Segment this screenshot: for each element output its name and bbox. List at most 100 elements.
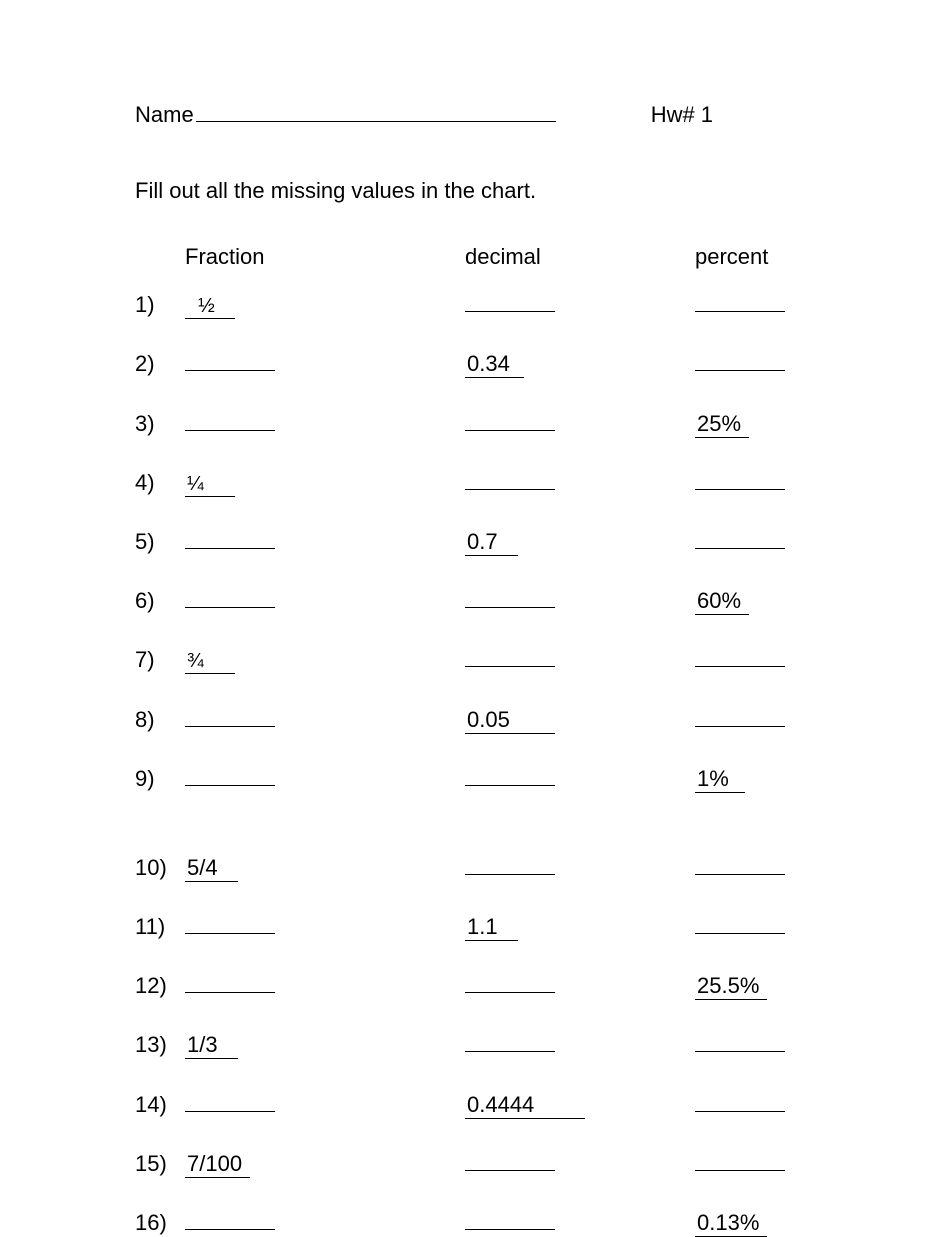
cell-percent [695,851,785,881]
filled-value: 0.05 [465,707,555,734]
row-number: 6) [135,588,185,614]
cell-decimal [465,288,695,318]
cell-fraction: ¾ [185,647,465,674]
blank-fill-line[interactable] [185,1087,275,1111]
row-number: 11) [135,914,185,940]
row-number: 2) [135,351,185,377]
blank-fill-line[interactable] [465,584,555,608]
table-row: 16)0.13% [135,1206,820,1237]
table-row: 9) 1% [135,762,820,793]
cell-fraction [185,702,465,732]
table-row: 14)0.4444 [135,1087,820,1118]
cell-fraction [185,1087,465,1117]
cell-fraction [185,969,465,999]
cell-decimal [465,762,695,792]
name-fill-line[interactable] [196,100,556,122]
filled-value: 25.5% [695,973,767,1000]
blank-fill-line[interactable] [465,1147,555,1171]
blank-fill-line[interactable] [695,643,785,667]
cell-percent: 1% [695,766,745,793]
table-row: 4)¼ [135,466,820,497]
cell-decimal: 0.34 [465,351,695,378]
row-number: 1) [135,292,185,318]
filled-value: 1/3 [185,1032,238,1059]
blank-fill-line[interactable] [185,910,275,934]
blank-fill-line[interactable] [185,525,275,549]
blank-fill-line[interactable] [695,1028,785,1052]
cell-percent: 0.13% [695,1210,767,1237]
table-row: 11) 1.1 [135,910,820,941]
blank-fill-line[interactable] [695,910,785,934]
cell-fraction [185,910,465,940]
filled-value: ¼ [185,473,235,497]
cell-decimal: 0.4444 [465,1092,695,1119]
blank-fill-line[interactable] [185,762,275,786]
cell-decimal [465,584,695,614]
blank-fill-line[interactable] [695,466,785,490]
filled-value: 0.7 [465,529,518,556]
cell-decimal: 1.1 [465,914,695,941]
row-number: 9) [135,766,185,792]
cell-percent [695,1028,785,1058]
column-headers: Fraction decimal percent [135,244,820,270]
blank-fill-line[interactable] [695,347,785,371]
cell-decimal [465,1147,695,1177]
worksheet-header: Name Hw# 1 [135,100,820,128]
cell-percent [695,347,785,377]
table-row: 2) 0.34 [135,347,820,378]
row-number: 10) [135,855,185,881]
cell-percent [695,1147,785,1177]
blank-fill-line[interactable] [465,288,555,312]
blank-fill-line[interactable] [695,288,785,312]
cell-fraction: 5/4 [185,855,465,882]
table-row: 8) 0.05 [135,702,820,733]
blank-fill-line[interactable] [185,702,275,726]
blank-fill-line[interactable] [465,1028,555,1052]
name-label: Name [135,102,194,128]
cell-percent [695,643,785,673]
blank-fill-line[interactable] [695,525,785,549]
table-row: 13)1/3 [135,1028,820,1059]
row-number: 7) [135,647,185,673]
cell-decimal: 0.7 [465,529,695,556]
blank-fill-line[interactable] [465,643,555,667]
header-decimal: decimal [465,244,695,270]
cell-decimal [465,851,695,881]
blank-fill-line[interactable] [695,1087,785,1111]
blank-fill-line[interactable] [465,851,555,875]
cell-percent [695,525,785,555]
blank-fill-line[interactable] [695,1147,785,1171]
blank-fill-line[interactable] [185,347,275,371]
blank-fill-line[interactable] [465,969,555,993]
cell-percent [695,1087,785,1117]
blank-fill-line[interactable] [185,406,275,430]
blank-fill-line[interactable] [185,584,275,608]
cell-percent: 25.5% [695,973,767,1000]
cell-percent [695,702,785,732]
cell-fraction: 7/100 [185,1151,465,1178]
blank-fill-line[interactable] [465,466,555,490]
cell-fraction [185,762,465,792]
cell-percent [695,466,785,496]
cell-percent: 25% [695,411,749,438]
table-row: 10)5/4 [135,851,820,882]
blank-fill-line[interactable] [465,406,555,430]
cell-decimal [465,969,695,999]
row-number: 5) [135,529,185,555]
blank-fill-line[interactable] [695,851,785,875]
cell-decimal [465,643,695,673]
table-row: 7)¾ [135,643,820,674]
blank-fill-line[interactable] [185,969,275,993]
blank-fill-line[interactable] [465,1206,555,1230]
blank-fill-line[interactable] [185,1206,275,1230]
row-number: 15) [135,1151,185,1177]
cell-fraction [185,406,465,436]
row-number: 8) [135,707,185,733]
filled-value: 1.1 [465,914,518,941]
table-row: 3)25% [135,406,820,437]
blank-fill-line[interactable] [465,762,555,786]
blank-fill-line[interactable] [695,702,785,726]
worksheet-table: Fraction decimal percent 1) ½ 2)0.34 3)2… [135,244,820,1237]
table-row: 5) 0.7 [135,525,820,556]
cell-decimal [465,1206,695,1236]
